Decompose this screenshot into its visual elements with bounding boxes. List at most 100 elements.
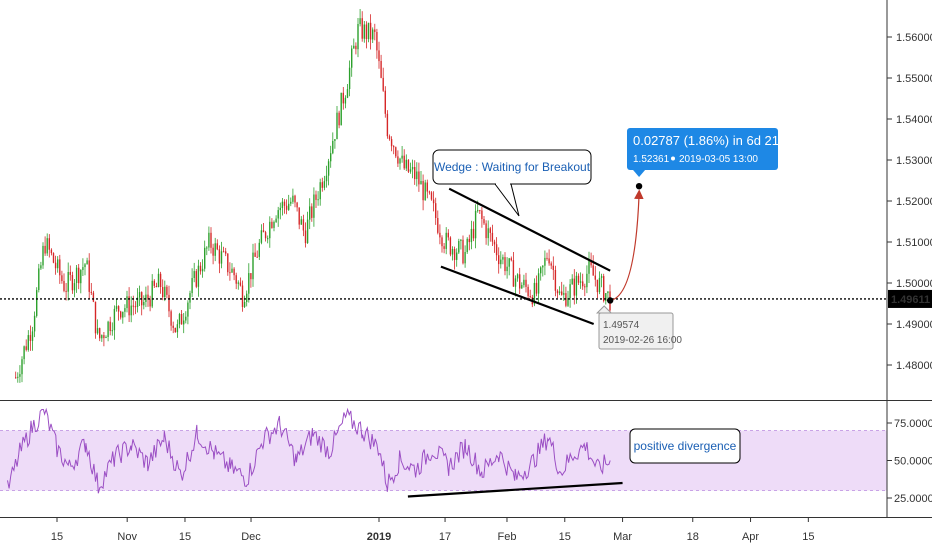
candle-body bbox=[418, 171, 420, 185]
candle-body bbox=[88, 260, 90, 292]
candle-body bbox=[155, 286, 158, 288]
time-tick-label: 15 bbox=[559, 531, 571, 543]
candle-body bbox=[493, 241, 496, 245]
candle-body bbox=[378, 50, 380, 62]
candle-body bbox=[124, 308, 126, 312]
candle-body bbox=[264, 232, 267, 239]
candle-body bbox=[414, 167, 416, 180]
candle-body bbox=[384, 90, 386, 114]
candle-body bbox=[248, 273, 250, 294]
candle-body bbox=[361, 18, 363, 39]
candle-body bbox=[594, 275, 596, 280]
candle-body bbox=[130, 305, 132, 316]
candle-body bbox=[204, 247, 206, 269]
candle-body bbox=[172, 325, 174, 328]
candle-body bbox=[393, 146, 395, 148]
candle-body bbox=[61, 275, 63, 281]
candle-body bbox=[57, 259, 59, 269]
divergence-label-text: positive divergence bbox=[634, 439, 737, 453]
candle-body bbox=[246, 293, 248, 302]
candle-body bbox=[191, 278, 193, 294]
candle-body bbox=[80, 270, 82, 284]
divergence-label-box[interactable] bbox=[629, 428, 741, 464]
projection-start-dot[interactable] bbox=[606, 297, 614, 304]
candle-body bbox=[430, 192, 433, 200]
candle-body bbox=[401, 155, 403, 159]
candle-body bbox=[59, 259, 61, 276]
wedge-upper-line[interactable] bbox=[448, 187, 611, 272]
candle-body bbox=[409, 169, 412, 172]
candle-body bbox=[586, 273, 588, 288]
candle-body bbox=[327, 161, 330, 176]
rsi-group bbox=[7, 407, 611, 494]
candle-body bbox=[558, 291, 561, 294]
candle-body bbox=[309, 206, 311, 220]
main-pane[interactable] bbox=[0, 0, 887, 400]
candle-body bbox=[344, 97, 347, 104]
candle-body bbox=[92, 292, 95, 302]
candle-body bbox=[86, 260, 88, 265]
candle-body bbox=[189, 293, 191, 303]
candle-body bbox=[46, 238, 48, 254]
price-tick-label: 1.49000 bbox=[896, 319, 932, 331]
candle-body bbox=[542, 265, 544, 268]
candle-body bbox=[290, 201, 292, 204]
candle-body bbox=[323, 181, 326, 188]
candle-body bbox=[281, 201, 284, 208]
candle-body bbox=[506, 266, 508, 272]
candle-body bbox=[523, 279, 525, 286]
candle-body bbox=[435, 203, 437, 218]
candle-body bbox=[439, 232, 441, 238]
time-tick-label: 17 bbox=[439, 531, 451, 543]
rsi-axis[interactable]: 25.0000 50.0000 75.0000 bbox=[887, 418, 932, 505]
candle-body bbox=[460, 239, 462, 241]
candle-body bbox=[315, 194, 317, 200]
wedge-lower-line[interactable] bbox=[440, 265, 595, 326]
candle-body bbox=[571, 278, 573, 285]
candle-body bbox=[386, 113, 389, 137]
candle-body bbox=[250, 273, 252, 280]
measure-callout-box[interactable] bbox=[627, 128, 778, 170]
candle-body bbox=[437, 218, 439, 233]
candle-body bbox=[596, 279, 599, 293]
candle-body bbox=[117, 306, 120, 312]
candle-body bbox=[546, 257, 548, 259]
candle-body bbox=[15, 377, 17, 379]
candle-body bbox=[302, 219, 305, 231]
time-axis[interactable]: 15 Nov 15 Dec 2019 17 Feb 15 Mar 18 Apr 15 bbox=[51, 517, 815, 543]
candle-body bbox=[218, 249, 221, 264]
point-callout-time: 2019-02-26 16:00 bbox=[603, 335, 682, 346]
rsi-tick-label: 50.0000 bbox=[894, 456, 932, 468]
candle-body bbox=[554, 270, 557, 291]
candle-body bbox=[113, 308, 116, 331]
candle-body bbox=[472, 228, 475, 239]
candle-body bbox=[29, 335, 32, 341]
candle-body bbox=[342, 92, 344, 104]
candle-body bbox=[388, 136, 391, 140]
candle-body bbox=[395, 147, 397, 157]
candle-body bbox=[52, 253, 55, 263]
price-axis[interactable]: 1.48000 1.49000 1.50000 1.51000 1.52000 1.530… bbox=[887, 32, 932, 372]
divergence-line[interactable] bbox=[407, 481, 623, 498]
candle-body bbox=[107, 321, 109, 337]
point-callout-box[interactable] bbox=[598, 312, 674, 350]
candle-body bbox=[577, 275, 580, 283]
wedge-callout-box[interactable] bbox=[432, 149, 592, 185]
candle-body bbox=[516, 274, 519, 279]
candle-body bbox=[21, 359, 23, 375]
candle-body bbox=[563, 293, 565, 295]
candle-body bbox=[17, 376, 19, 378]
time-tick-label: 15 bbox=[179, 531, 191, 543]
candle-body bbox=[481, 210, 483, 219]
candle-body bbox=[548, 258, 550, 264]
candle-body bbox=[216, 243, 218, 250]
candle-body bbox=[569, 284, 571, 298]
price-tick-label: 1.51000 bbox=[896, 237, 932, 249]
candle-body bbox=[69, 272, 71, 275]
candle-body bbox=[500, 259, 502, 265]
candle-body bbox=[487, 228, 489, 239]
candle-body bbox=[256, 256, 258, 258]
candle-body bbox=[128, 296, 130, 316]
candle-body bbox=[132, 305, 134, 307]
projection-end-dot[interactable] bbox=[635, 182, 643, 190]
